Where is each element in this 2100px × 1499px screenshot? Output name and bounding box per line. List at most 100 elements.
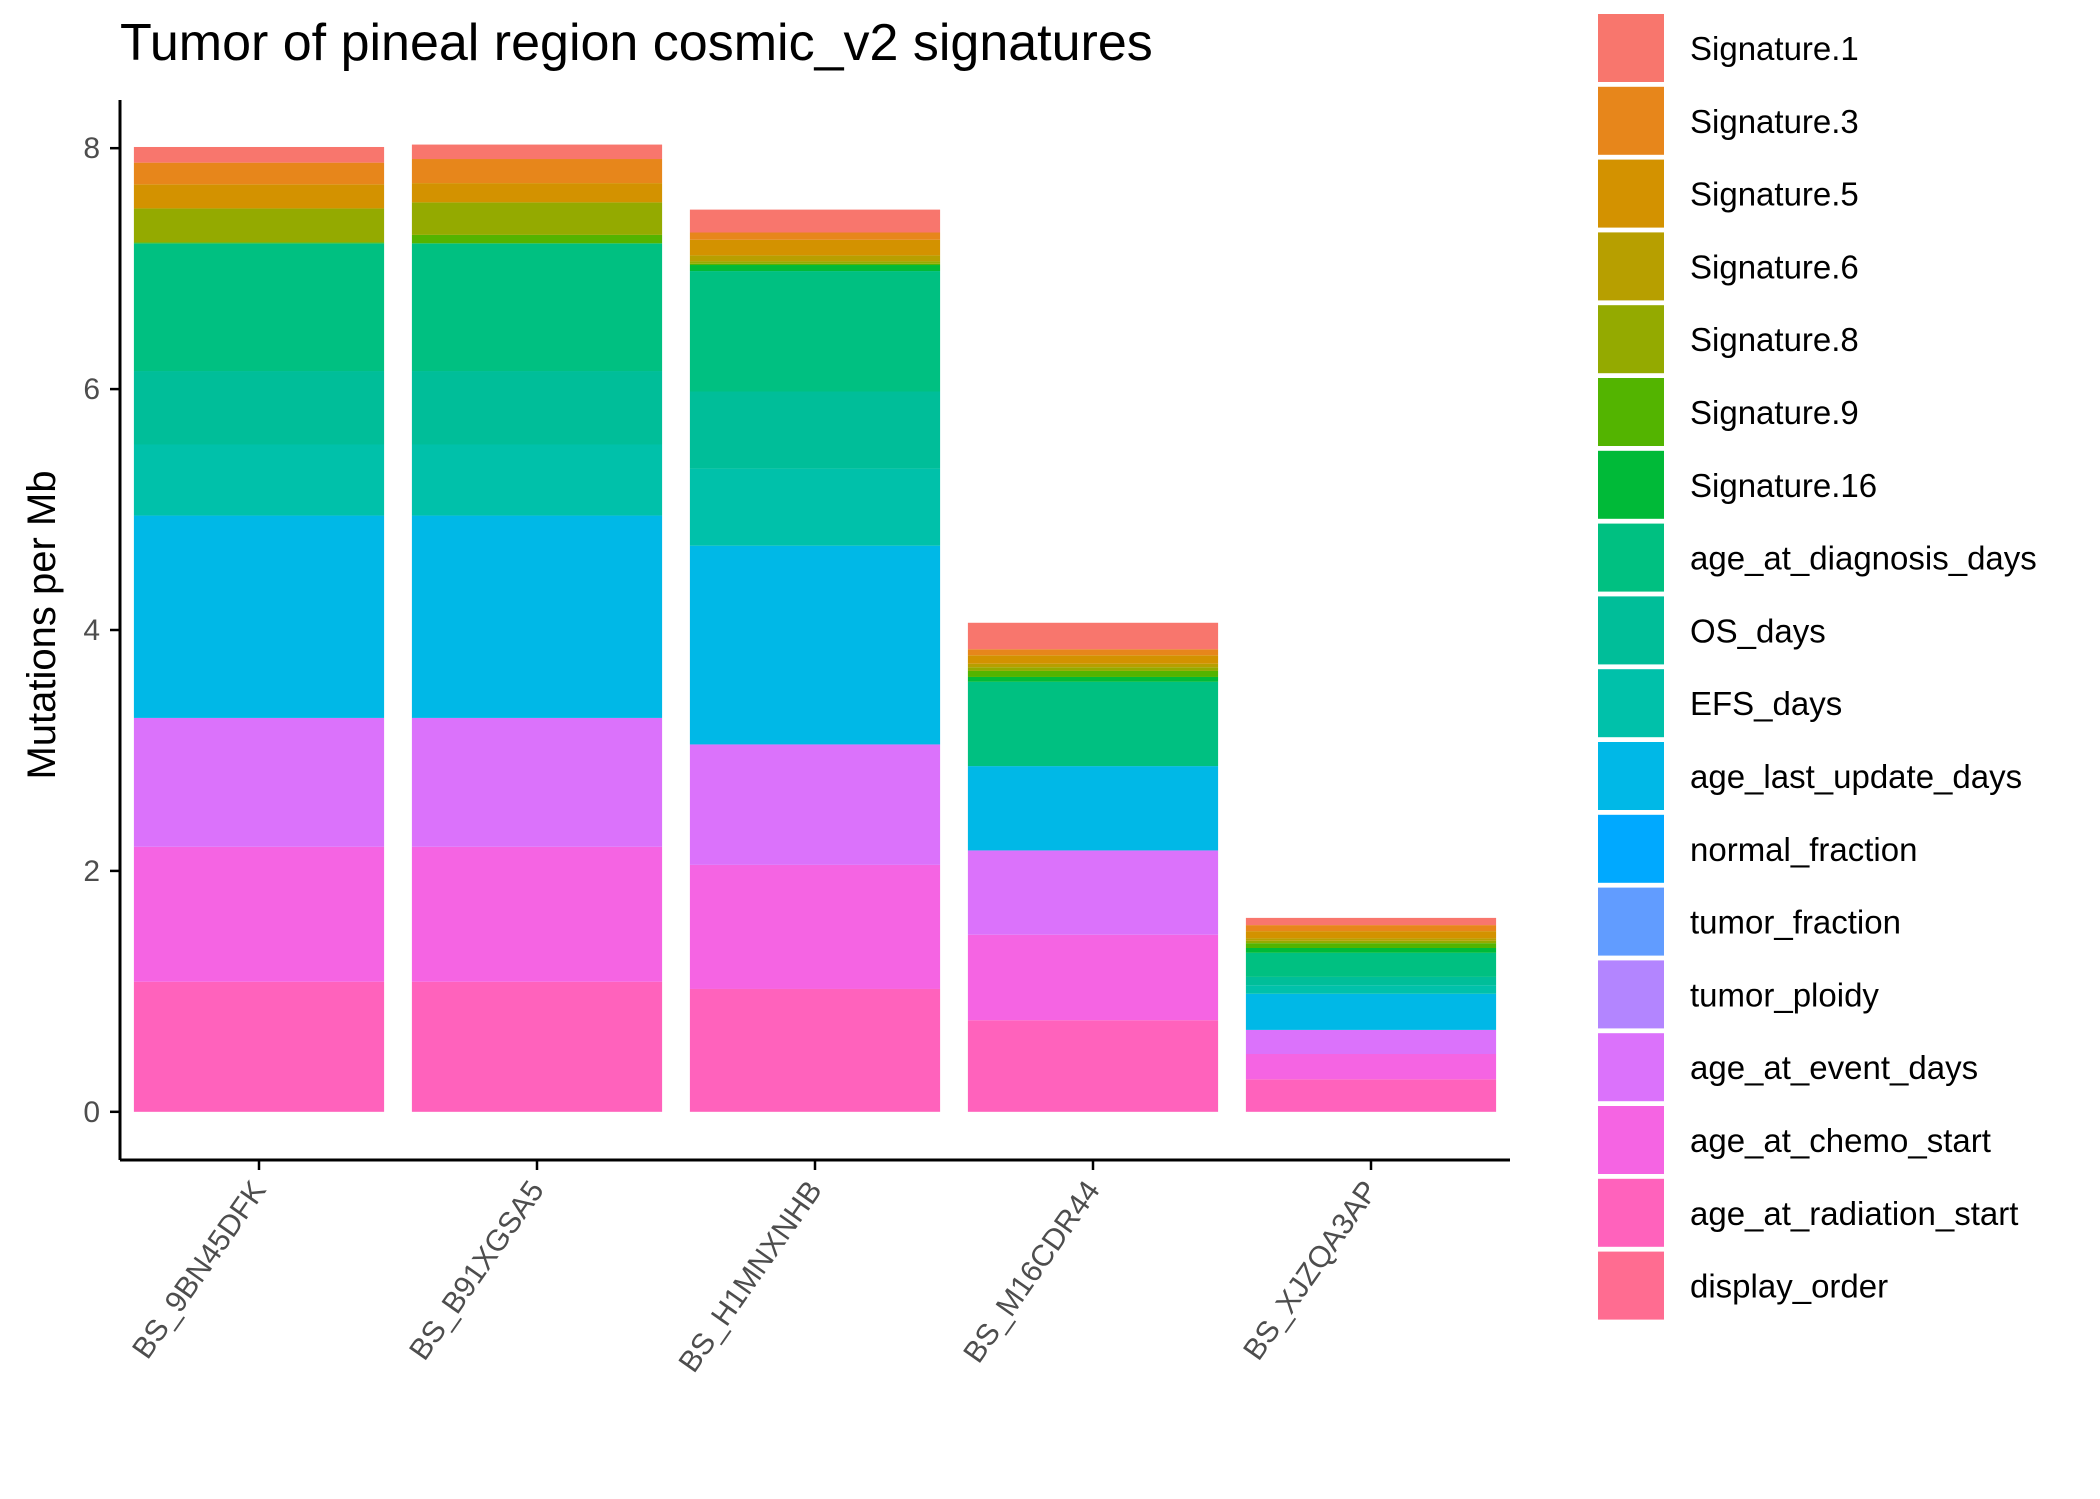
bar-segment-signature-3-bs-9bn45dfk (133, 162, 385, 185)
bar-segment-os-days-bs-h1mnxnhb (689, 391, 941, 469)
x-tick-label: BS_XJZQA3AP (1237, 1175, 1385, 1366)
legend-key-signature-5 (1598, 159, 1664, 228)
bar-segment-signature-6-bs-m16cdr44 (967, 663, 1219, 668)
bar-segment-age-at-diagnosis-days-bs-h1mnxnhb (689, 271, 941, 392)
bar-segment-signature-5-bs-m16cdr44 (967, 655, 1219, 664)
bar-segment-signature-1-bs-h1mnxnhb (689, 209, 941, 233)
bar-segment-signature-6-bs-xjzqa3ap (1245, 938, 1497, 941)
bar-segment-signature-1-bs-m16cdr44 (967, 622, 1219, 650)
bar-segment-age-at-radiation-start-bs-9bn45dfk (133, 981, 385, 1112)
legend-key-signature-6 (1598, 232, 1664, 301)
legend-key-normal-fraction (1598, 814, 1664, 883)
bar-segment-age-at-diagnosis-days-bs-9bn45dfk (133, 243, 385, 372)
bar-segment-age-last-update-days-bs-m16cdr44 (967, 766, 1219, 851)
legend-label: tumor_fraction (1690, 904, 1901, 941)
legend-key-signature-8 (1598, 305, 1664, 374)
bar-segment-signature-5-bs-h1mnxnhb (689, 239, 941, 256)
bar-segment-signature-3-bs-h1mnxnhb (689, 232, 941, 240)
bar-segment-signature-5-bs-9bn45dfk (133, 184, 385, 209)
legend-label: age_at_chemo_start (1690, 1122, 1991, 1159)
legend-key-efs-days (1598, 669, 1664, 738)
bar-segment-age-at-radiation-start-bs-xjzqa3ap (1245, 1079, 1497, 1112)
bar-segment-efs-days-bs-9bn45dfk (133, 444, 385, 516)
bar-segment-age-at-diagnosis-days-bs-m16cdr44 (967, 681, 1219, 767)
bar-segment-signature-8-bs-m16cdr44 (967, 667, 1219, 671)
bar-segment-age-last-update-days-bs-9bn45dfk (133, 515, 385, 718)
bar-segment-signature-6-bs-h1mnxnhb (689, 255, 941, 262)
legend-key-age-at-event-days (1598, 1033, 1664, 1102)
bar-segment-signature-8-bs-b91xgsa5 (411, 202, 663, 235)
bar-segment-os-days-bs-b91xgsa5 (411, 371, 663, 445)
legend-key-tumor-fraction (1598, 887, 1664, 956)
bar-segment-signature-9-bs-m16cdr44 (967, 670, 1219, 677)
legend-key-signature-1 (1598, 14, 1664, 82)
bars-layer (133, 144, 1497, 1112)
bar-segment-signature-1-bs-9bn45dfk (133, 146, 385, 163)
x-tick-label: BS_H1MNXNHB (673, 1175, 829, 1378)
bar-segment-age-at-event-days-bs-b91xgsa5 (411, 717, 663, 847)
bar-segment-age-at-chemo-start-bs-xjzqa3ap (1245, 1054, 1497, 1080)
bar-segment-os-days-bs-xjzqa3ap (1245, 976, 1497, 986)
legend-label: display_order (1690, 1268, 1888, 1305)
chart-title: Tumor of pineal region cosmic_v2 signatu… (120, 14, 1153, 72)
y-axis-label: Mutations per Mb (20, 470, 64, 779)
legend-label: age_at_radiation_start (1690, 1195, 2018, 1232)
bar-segment-age-at-diagnosis-days-bs-xjzqa3ap (1245, 952, 1497, 977)
bar-segment-age-at-event-days-bs-9bn45dfk (133, 717, 385, 847)
bar-segment-age-at-chemo-start-bs-9bn45dfk (133, 846, 385, 982)
legend-key-display-order (1598, 1251, 1664, 1320)
bar-segment-os-days-bs-9bn45dfk (133, 371, 385, 445)
legend-key-tumor-ploidy (1598, 960, 1664, 1029)
x-tick-label: BS_B91XGSA5 (403, 1175, 551, 1366)
bar-segment-signature-5-bs-b91xgsa5 (411, 183, 663, 203)
legend-key-age-last-update-days (1598, 742, 1664, 810)
x-axis: BS_9BN45DFK BS_B91XGSA5 BS_H1MNXNHB BS_M16C… (120, 1158, 1510, 1378)
bar-segment-age-at-event-days-bs-xjzqa3ap (1245, 1029, 1497, 1054)
legend-key-age-at-radiation-start (1598, 1178, 1664, 1247)
y-tick-label: 8 (83, 132, 100, 165)
bar-segment-signature-9-bs-h1mnxnhb (689, 263, 941, 266)
legend-label: Signature.9 (1690, 394, 1859, 431)
x-tick-label: BS_M16CDR44 (957, 1175, 1106, 1369)
bar-segment-age-at-radiation-start-bs-b91xgsa5 (411, 981, 663, 1112)
y-axis: 0 2 4 6 8 (83, 100, 122, 1160)
bar-segment-signature-3-bs-xjzqa3ap (1245, 925, 1497, 932)
legend-label: Signature.5 (1690, 176, 1859, 213)
legend-label: Signature.1 (1690, 30, 1859, 67)
y-tick-label: 0 (83, 1096, 100, 1129)
bar-segment-signature-1-bs-xjzqa3ap (1245, 917, 1497, 926)
legend-key-signature-3 (1598, 86, 1664, 155)
legend-key-age-at-chemo-start (1598, 1106, 1664, 1174)
x-tick-label: BS_9BN45DFK (126, 1175, 273, 1365)
bar-segment-age-at-chemo-start-bs-m16cdr44 (967, 934, 1219, 1021)
bar-segment-signature-16-bs-m16cdr44 (967, 676, 1219, 682)
legend-label: Signature.8 (1690, 321, 1859, 358)
bar-segment-age-at-event-days-bs-m16cdr44 (967, 850, 1219, 935)
legend-key-signature-9 (1598, 378, 1664, 446)
legend-label: normal_fraction (1690, 831, 1917, 868)
legend-label: tumor_ploidy (1690, 976, 1879, 1013)
y-tick-label: 2 (83, 855, 100, 888)
bar-segment-age-at-radiation-start-bs-m16cdr44 (967, 1020, 1219, 1112)
legend: Signature.1 Signature.3 Signature.5 Signatu… (1598, 14, 2037, 1320)
bar-segment-signature-9-bs-b91xgsa5 (411, 234, 663, 244)
legend-label: Signature.3 (1690, 103, 1859, 140)
bar-segment-age-at-diagnosis-days-bs-b91xgsa5 (411, 243, 663, 372)
legend-key-signature-16 (1598, 450, 1664, 519)
bar-segment-signature-8-bs-9bn45dfk (133, 208, 385, 243)
legend-label: EFS_days (1690, 685, 1842, 722)
bar-segment-signature-8-bs-xjzqa3ap (1245, 940, 1497, 944)
legend-label: age_at_diagnosis_days (1690, 540, 2037, 577)
bar-segment-signature-16-bs-h1mnxnhb (689, 265, 941, 272)
legend-label: age_last_update_days (1690, 758, 2022, 795)
legend-key-os-days (1598, 596, 1664, 665)
legend-label: Signature.16 (1690, 467, 1877, 504)
bar-segment-signature-3-bs-b91xgsa5 (411, 159, 663, 184)
legend-label: age_at_event_days (1690, 1049, 1978, 1086)
bar-segment-age-last-update-days-bs-b91xgsa5 (411, 515, 663, 718)
bar-segment-efs-days-bs-b91xgsa5 (411, 444, 663, 516)
bar-segment-age-last-update-days-bs-h1mnxnhb (689, 545, 941, 745)
bar-segment-signature-9-bs-9bn45dfk (133, 242, 385, 244)
bar-segment-signature-1-bs-b91xgsa5 (411, 144, 663, 160)
